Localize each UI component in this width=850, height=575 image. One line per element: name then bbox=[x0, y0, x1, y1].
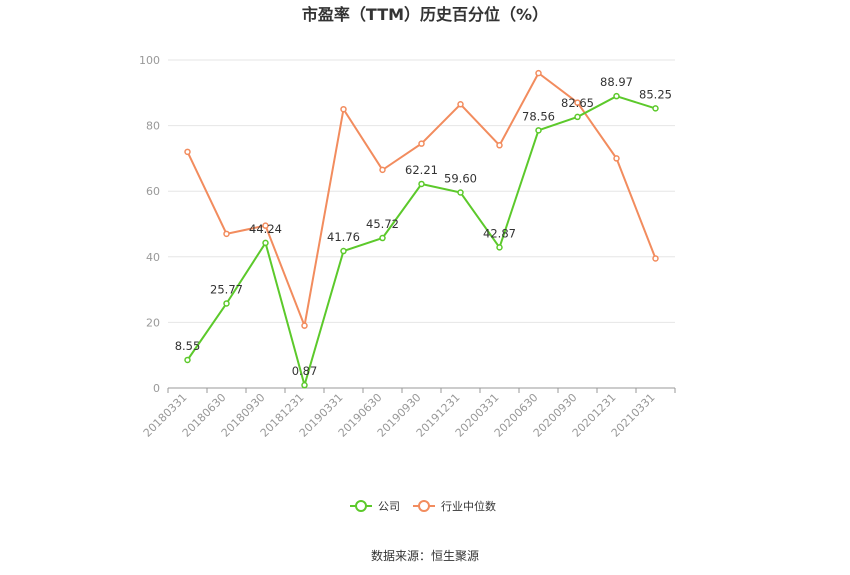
y-tick-label: 20 bbox=[146, 316, 160, 329]
data-label: 85.25 bbox=[639, 87, 672, 101]
data-label: 8.55 bbox=[175, 339, 201, 353]
source-note: 数据来源：恒生聚源 bbox=[371, 548, 479, 563]
data-point[interactable] bbox=[457, 101, 464, 108]
data-point[interactable] bbox=[418, 180, 425, 188]
data-label: 78.56 bbox=[522, 109, 555, 123]
y-tick-label: 60 bbox=[146, 185, 160, 198]
y-axis: 0 20 40 60 80 100 bbox=[139, 54, 160, 395]
data-label: 88.97 bbox=[600, 75, 633, 89]
data-point[interactable] bbox=[184, 148, 191, 156]
series-line-0 bbox=[186, 95, 656, 389]
data-point[interactable] bbox=[379, 234, 386, 242]
grid bbox=[168, 59, 675, 323]
data-point[interactable] bbox=[574, 99, 581, 106]
data-point[interactable] bbox=[301, 322, 308, 329]
data-point[interactable] bbox=[496, 244, 503, 251]
legend-item-0[interactable]: 公司 bbox=[350, 500, 400, 513]
data-label: 45.72 bbox=[366, 217, 399, 231]
data-label: 59.60 bbox=[444, 172, 477, 186]
legend-marker bbox=[418, 500, 430, 512]
data-point[interactable] bbox=[262, 239, 269, 247]
data-label: 82.65 bbox=[561, 96, 594, 110]
data-label: 44.24 bbox=[249, 222, 282, 236]
data-label: 25.77 bbox=[210, 282, 243, 296]
data-point[interactable] bbox=[613, 155, 620, 162]
data-labels: 8.55 25.77 44.24 0.87 41.76 45.72 62.21 59.60 42… bbox=[175, 75, 672, 378]
data-point[interactable] bbox=[535, 69, 542, 77]
data-point[interactable] bbox=[574, 113, 581, 121]
y-tick-label: 80 bbox=[146, 120, 160, 133]
data-point[interactable] bbox=[223, 230, 230, 238]
data-point[interactable] bbox=[652, 105, 659, 112]
chart-title: 市盈率（TTM）历史百分位（%） bbox=[302, 5, 548, 24]
data-point[interactable] bbox=[379, 166, 386, 174]
data-point[interactable] bbox=[535, 127, 542, 134]
data-label: 41.76 bbox=[327, 230, 360, 244]
data-point[interactable] bbox=[613, 92, 620, 100]
y-tick-label: 0 bbox=[153, 382, 160, 395]
legend-item-1[interactable]: 行业中位数 bbox=[413, 499, 496, 513]
y-tick-label: 40 bbox=[146, 251, 160, 264]
data-point[interactable] bbox=[223, 300, 230, 307]
data-point[interactable] bbox=[262, 222, 269, 229]
legend[interactable]: 公司 行业中位数 bbox=[350, 499, 496, 513]
legend-label: 公司 bbox=[378, 500, 400, 513]
data-point[interactable] bbox=[340, 105, 347, 113]
data-point[interactable] bbox=[496, 142, 503, 149]
data-label: 62.21 bbox=[405, 163, 438, 177]
y-tick-label: 100 bbox=[139, 54, 160, 67]
data-label: 0.87 bbox=[292, 364, 318, 378]
series-points bbox=[184, 69, 659, 389]
data-point[interactable] bbox=[457, 189, 464, 196]
legend-label: 行业中位数 bbox=[441, 499, 496, 513]
data-label: 42.87 bbox=[483, 226, 516, 240]
data-point[interactable] bbox=[301, 381, 308, 389]
x-axis: 2018033120180630201809302018123120190331… bbox=[141, 387, 676, 440]
data-point[interactable] bbox=[652, 255, 659, 262]
data-point[interactable] bbox=[418, 140, 425, 147]
data-point[interactable] bbox=[184, 356, 191, 364]
legend-marker bbox=[355, 500, 367, 512]
series-line-1 bbox=[186, 71, 657, 330]
data-point[interactable] bbox=[340, 247, 347, 255]
